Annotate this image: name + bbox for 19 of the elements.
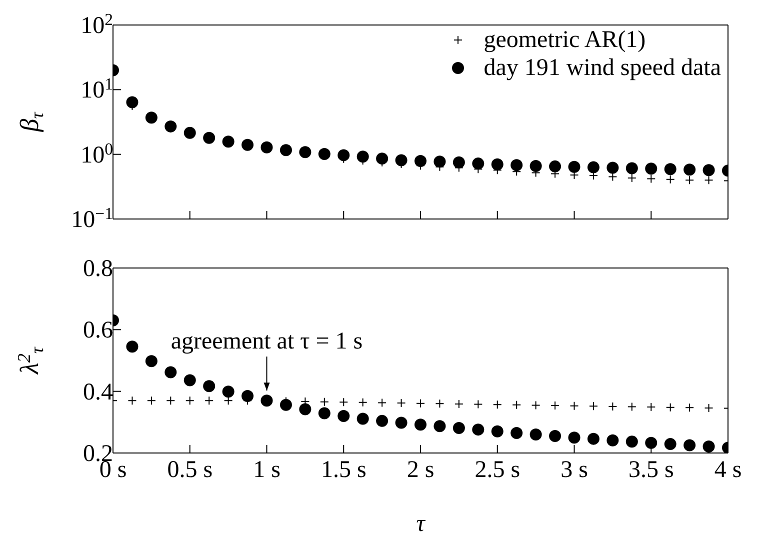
legend-label: day 191 wind speed data [484,54,721,82]
y-tick-label: 0.6 [83,318,113,344]
y-tick-label: 0.8 [83,256,113,282]
y-tick-label: 10$^{0}$ [80,140,113,168]
x-axis-title: τ [416,511,426,535]
x-tick-label: 2.5 s [474,457,520,483]
x-tick-label: 3 s [560,457,588,483]
x-tick-label: 0.5 s [167,457,213,483]
x-tick-label: 3.5 s [628,457,674,483]
x-tick-label: 1 s [253,457,280,483]
y-tick-label: 10$^{1}$ [80,75,113,104]
legend-label: geometric AR(1) [484,26,646,54]
y-tick-label: 10$^{2}$ [80,10,113,39]
annotation: agreement at τ = 1 s [170,328,363,355]
y-tick-label: 10$^{−1}$ [71,204,113,233]
y-tick-label: 0.4 [83,379,113,406]
x-tick-label: 2 s [406,457,434,483]
x-tick-label: 4 s [714,457,742,483]
x-tick-label: 1.5 s [320,457,366,483]
